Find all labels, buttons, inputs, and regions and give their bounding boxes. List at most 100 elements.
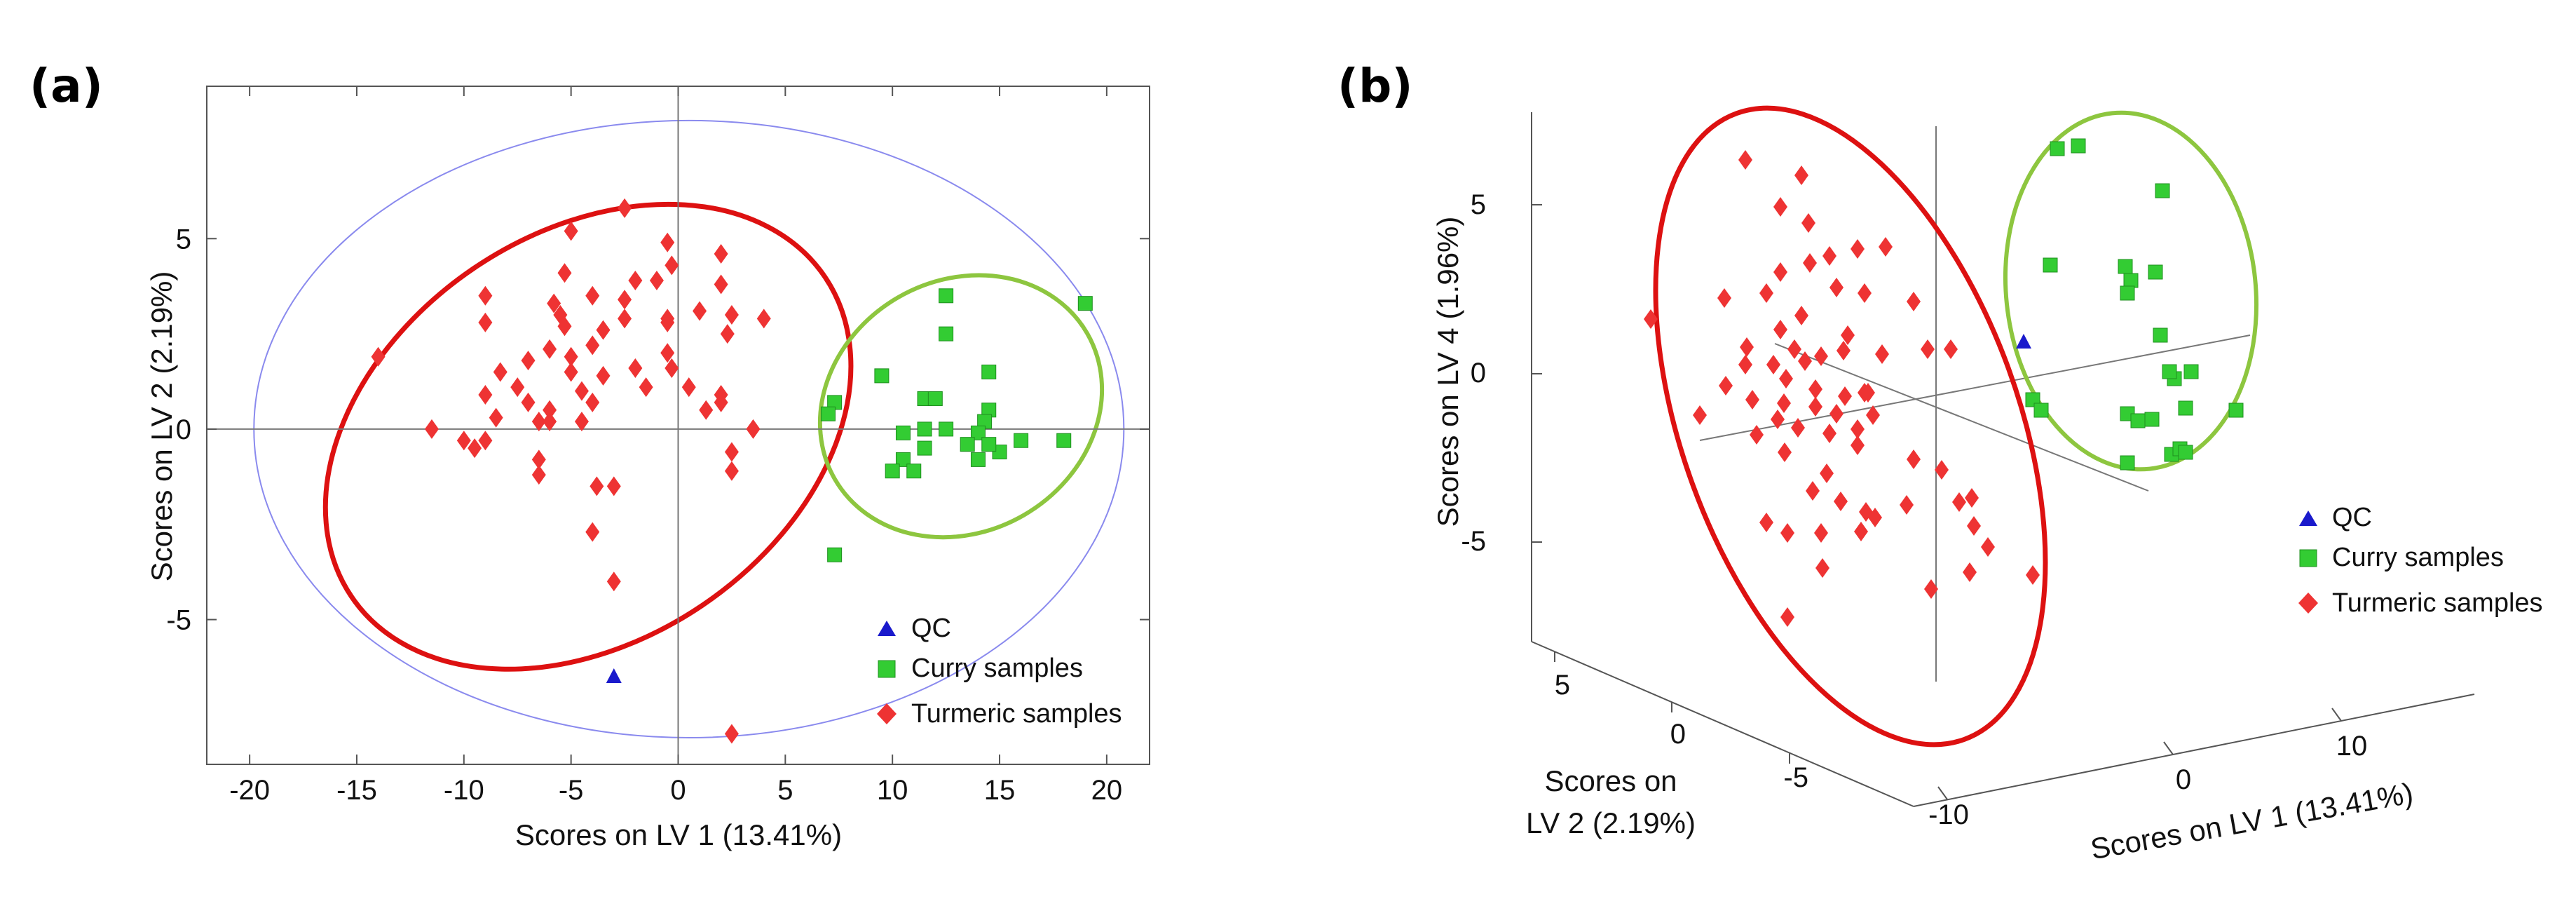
panel-a-point-diamond xyxy=(596,365,611,386)
panel-b-point-diamond xyxy=(1924,579,1938,599)
panel-a-point-diamond xyxy=(557,316,572,337)
panel-b-point-diamond xyxy=(1808,397,1822,417)
panel-a-point-diamond xyxy=(724,724,739,744)
legend-a-curry: Curry samples xyxy=(911,654,1083,683)
panel-b-point-diamond xyxy=(1745,390,1759,410)
x-tick-label: -15 xyxy=(336,775,377,806)
panel-b-point-diamond xyxy=(1868,508,1882,527)
panel-a-point-diamond xyxy=(714,274,728,295)
legend-b-turmeric: Turmeric samples xyxy=(2332,588,2543,618)
panel-a-point-diamond xyxy=(468,438,482,459)
x-tick-label: -10 xyxy=(444,775,484,806)
panel-a-point-diamond xyxy=(714,392,728,412)
panel-b-point-diamond xyxy=(1935,460,1949,480)
panel-b-point-diamond xyxy=(2026,565,2040,585)
panel-b-point-square xyxy=(2183,364,2199,379)
panel-b-point-square xyxy=(2043,257,2058,273)
panel-a-point-square xyxy=(1077,296,1093,311)
panel-a-point-square xyxy=(927,391,943,406)
panel-b-curry-ellipse xyxy=(2003,110,2259,472)
panel-b-point-square xyxy=(2120,455,2135,471)
panel-b-point-square xyxy=(2162,364,2177,379)
panel-b-zlabel: Scores on LV 4 (1.96%) xyxy=(1431,217,1464,527)
panel-a-point-diamond xyxy=(493,362,507,382)
panel-a-point-diamond xyxy=(543,339,557,359)
panel-a-point-diamond xyxy=(564,362,578,382)
panel-b-point-square xyxy=(2178,445,2193,460)
panel-b-point-diamond xyxy=(1981,537,1995,557)
panel-b-point-diamond xyxy=(1963,562,1977,582)
panel-a-ellipse-curry xyxy=(817,273,1105,540)
panel-b-point-diamond xyxy=(1779,369,1793,388)
legend-b-curry: Curry samples xyxy=(2332,543,2504,572)
x-tick-10 xyxy=(2331,708,2342,722)
panel-a-point-diamond xyxy=(489,407,503,428)
panel-a-point-diamond xyxy=(574,381,589,401)
panel-b-point-diamond xyxy=(1822,424,1836,443)
panel-b-point-diamond xyxy=(1921,339,1935,359)
panel-b-point-diamond xyxy=(1798,351,1812,371)
panel-a-point-diamond xyxy=(547,293,561,313)
y-axis-line xyxy=(1531,641,1914,807)
panel-a-chart: (a) -20 -15 -10 -5 0 5 10 15 20 -5 0 5 Scores on LV… xyxy=(29,59,1150,851)
panel-a-point-diamond xyxy=(618,309,632,329)
y-tick-label: 0 xyxy=(176,414,191,445)
panel-a-point-square xyxy=(960,437,975,452)
panel-b-point-diamond xyxy=(1822,246,1836,266)
x-tick-label: 15 xyxy=(984,775,1016,806)
legend-a-turmeric: Turmeric samples xyxy=(911,699,1122,729)
panel-a-point-square xyxy=(820,406,836,421)
panel-a-point-diamond xyxy=(639,377,653,398)
panel-a-point-diamond xyxy=(510,377,525,398)
panel-a-point-square xyxy=(970,452,986,467)
panel-a-point-square xyxy=(917,440,932,456)
panel-b-point-diamond xyxy=(1791,418,1805,438)
panel-b-point-diamond xyxy=(1750,425,1764,445)
x-tick-label--10: -10 xyxy=(1928,799,1969,830)
panel-a-point-diamond xyxy=(564,346,578,367)
panel-a-point-diamond xyxy=(521,351,536,371)
x-tick-0 xyxy=(2163,741,2174,755)
panel-b-point-diamond xyxy=(1773,262,1787,282)
inner-lv2 xyxy=(1774,343,2149,492)
panel-b-point-square xyxy=(2130,413,2146,428)
legend-a-qc-marker xyxy=(878,621,896,636)
x-tick-label: -20 xyxy=(229,775,270,806)
panel-b-point-square xyxy=(2153,327,2168,343)
panel-a-point-square xyxy=(970,425,986,440)
panel-a-point-square xyxy=(939,421,954,437)
panel-a-point-square xyxy=(906,464,922,479)
panel-a-point-diamond xyxy=(543,412,557,432)
panel-b-point-diamond xyxy=(1794,306,1808,325)
panel-b-point-diamond xyxy=(1875,344,1889,364)
panel-a-point-diamond xyxy=(564,221,578,241)
panel-b-3d-axes xyxy=(1531,112,2475,807)
y-tick-label-5: 5 xyxy=(1555,670,1570,701)
legend-a-turmeric-marker xyxy=(877,703,897,724)
panel-a-point-diamond xyxy=(543,400,557,420)
panel-a-point-diamond xyxy=(660,309,675,329)
legend-b-qc: QC xyxy=(2332,503,2372,532)
panel-b-point-diamond xyxy=(1967,516,1981,536)
x-axis-line xyxy=(1913,694,2475,807)
panel-b-point-diamond xyxy=(1717,288,1731,308)
panel-a-point-diamond xyxy=(660,343,675,363)
panel-b-point-diamond xyxy=(1803,253,1817,273)
panel-b-xlabel: Scores on LV 1 (13.41%) xyxy=(2088,776,2415,865)
panel-b-point-diamond xyxy=(1820,464,1834,483)
panel-b-point-square xyxy=(2123,273,2139,288)
panel-b-point-diamond xyxy=(1841,325,1855,345)
panel-a-point-square xyxy=(981,364,997,379)
panel-a-point-diamond xyxy=(693,301,707,321)
panel-a-point-diamond xyxy=(606,476,621,496)
panel-b-point-diamond xyxy=(1794,165,1808,185)
panel-a-point-diamond xyxy=(585,335,600,356)
panel-a-point-diamond xyxy=(724,304,739,325)
panel-a-point-diamond xyxy=(590,476,604,496)
panel-a-point-square xyxy=(981,437,997,452)
z-tick-label--5: -5 xyxy=(1461,526,1486,557)
panel-a-point-diamond xyxy=(557,263,572,283)
panel-b-point-diamond xyxy=(1851,419,1865,439)
panel-b-point-diamond xyxy=(1778,442,1792,462)
panel-b-point-diamond xyxy=(1773,197,1787,217)
